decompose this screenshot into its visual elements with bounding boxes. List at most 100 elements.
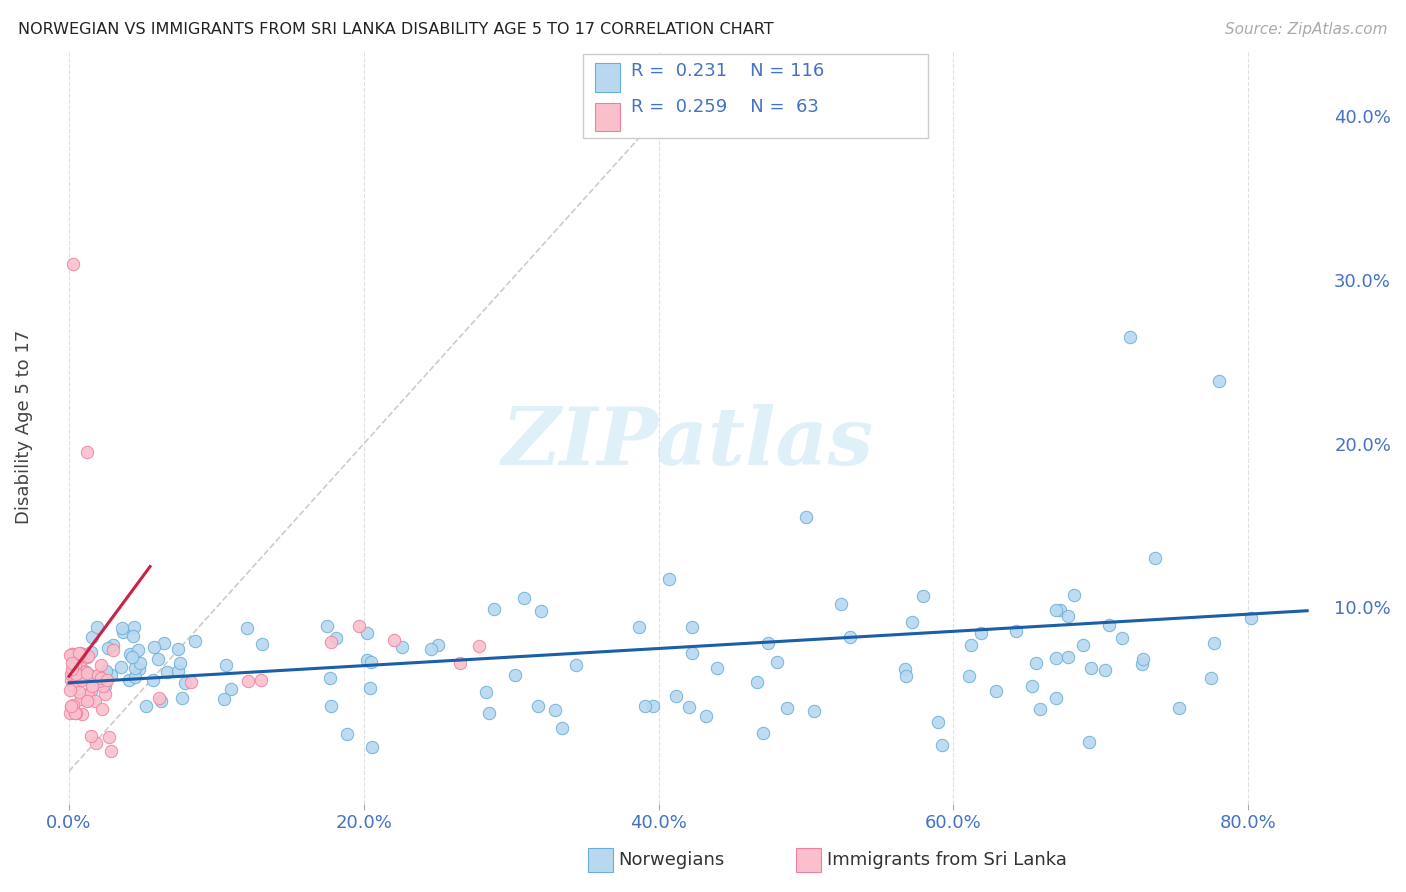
- Point: [70, 648, 93, 663]
- Point: [148, 652, 170, 666]
- Point: [96, 640, 118, 655]
- Point: [838, 630, 860, 644]
- Point: [901, 615, 924, 629]
- Point: [1094, 663, 1116, 677]
- Point: [124, 661, 146, 675]
- Point: [766, 656, 789, 670]
- Point: [67, 667, 90, 681]
- Point: [1045, 690, 1067, 705]
- Point: [94, 664, 117, 678]
- Point: [70, 692, 93, 706]
- Point: [678, 699, 700, 714]
- Point: [66, 670, 89, 684]
- Point: [120, 647, 142, 661]
- Point: [59, 706, 82, 720]
- Point: [118, 673, 141, 687]
- Point: [360, 739, 382, 754]
- Text: R =  0.259    N =  63: R = 0.259 N = 63: [631, 97, 820, 116]
- Point: [236, 674, 259, 689]
- Point: [215, 658, 238, 673]
- Text: NORWEGIAN VS IMMIGRANTS FROM SRI LANKA DISABILITY AGE 5 TO 17 CORRELATION CHART: NORWEGIAN VS IMMIGRANTS FROM SRI LANKA D…: [18, 22, 773, 37]
- Point: [86, 620, 108, 634]
- Point: [347, 619, 370, 633]
- Point: [76, 445, 98, 459]
- Point: [775, 700, 797, 714]
- Point: [315, 618, 337, 632]
- Point: [1199, 671, 1222, 685]
- Point: [129, 656, 152, 670]
- Point: [356, 653, 378, 667]
- Point: [894, 662, 917, 676]
- Point: [1208, 375, 1230, 389]
- Point: [356, 626, 378, 640]
- Point: [212, 692, 235, 706]
- Point: [1077, 735, 1099, 749]
- Point: [80, 679, 103, 693]
- Point: [173, 676, 195, 690]
- Point: [1025, 657, 1047, 671]
- Point: [62, 647, 84, 661]
- Point: [70, 673, 93, 687]
- Point: [1029, 702, 1052, 716]
- Point: [62, 698, 84, 712]
- Point: [90, 671, 112, 685]
- Point: [894, 669, 917, 683]
- Point: [121, 650, 143, 665]
- Point: [794, 510, 817, 524]
- Point: [101, 643, 124, 657]
- Point: [100, 668, 122, 682]
- Point: [69, 653, 91, 667]
- Point: [80, 729, 103, 743]
- Point: [643, 699, 665, 714]
- Point: [135, 698, 157, 713]
- Point: [1204, 636, 1226, 650]
- Point: [156, 665, 179, 679]
- Point: [250, 673, 273, 687]
- Point: [1045, 603, 1067, 617]
- Point: [183, 633, 205, 648]
- Point: [82, 677, 104, 691]
- Point: [468, 639, 491, 653]
- Point: [59, 673, 82, 687]
- Point: [527, 699, 550, 714]
- Point: [530, 604, 553, 618]
- Point: [77, 649, 100, 664]
- Point: [931, 738, 953, 752]
- Point: [153, 636, 176, 650]
- Point: [1057, 609, 1080, 624]
- Point: [745, 674, 768, 689]
- Point: [420, 642, 443, 657]
- Point: [59, 698, 82, 713]
- Point: [1119, 330, 1142, 344]
- Point: [1080, 660, 1102, 674]
- Point: [1045, 651, 1067, 665]
- Point: [912, 589, 935, 603]
- Point: [62, 698, 84, 713]
- Point: [65, 706, 87, 720]
- Point: [110, 660, 132, 674]
- Point: [67, 646, 90, 660]
- Point: [657, 572, 679, 586]
- Point: [60, 647, 83, 661]
- Point: [984, 684, 1007, 698]
- Point: [325, 632, 347, 646]
- Text: Immigrants from Sri Lanka: Immigrants from Sri Lanka: [827, 851, 1067, 869]
- Text: Norwegians: Norwegians: [619, 851, 725, 869]
- Point: [544, 703, 567, 717]
- Point: [751, 726, 773, 740]
- Point: [252, 637, 274, 651]
- Point: [91, 679, 114, 693]
- Point: [76, 666, 98, 681]
- Point: [1063, 588, 1085, 602]
- Point: [86, 736, 108, 750]
- Point: [1239, 611, 1261, 625]
- Point: [90, 702, 112, 716]
- Point: [482, 602, 505, 616]
- Point: [1005, 624, 1028, 639]
- Point: [449, 656, 471, 670]
- Point: [634, 699, 657, 714]
- Point: [77, 692, 100, 706]
- Point: [359, 681, 381, 695]
- Point: [166, 664, 188, 678]
- Point: [127, 642, 149, 657]
